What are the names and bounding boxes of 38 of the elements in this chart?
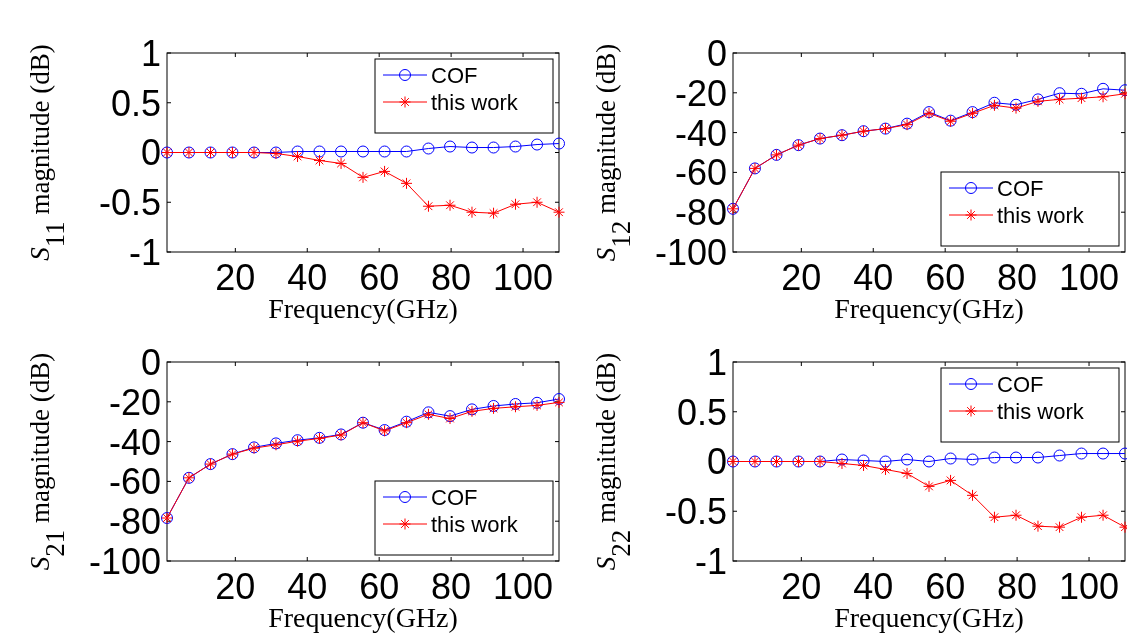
y-tick-label: -80 bbox=[674, 192, 727, 234]
y-tick-label: 0 bbox=[706, 32, 727, 74]
y-tick-label: 1 bbox=[706, 341, 727, 383]
y-tick-label: -40 bbox=[108, 421, 161, 463]
y-tick-label: -60 bbox=[674, 152, 727, 194]
x-tick-label: 20 bbox=[781, 257, 822, 298]
y-tick-label: 1 bbox=[140, 32, 161, 74]
y-tick-label: -20 bbox=[108, 381, 161, 423]
y-tick-label: -1 bbox=[128, 231, 161, 273]
y-tick-label: 0 bbox=[140, 132, 161, 174]
x-tick-label: 20 bbox=[215, 257, 256, 298]
y-tick-label: -80 bbox=[108, 501, 161, 543]
y-tick-label: -20 bbox=[674, 72, 727, 114]
x-tick-label: 20 bbox=[781, 566, 822, 607]
legend-label: COF bbox=[997, 371, 1044, 397]
y-tick-label: -0.5 bbox=[98, 182, 161, 224]
y-tick-label: -100 bbox=[654, 231, 727, 273]
x-tick-label: 100 bbox=[493, 257, 554, 298]
y-tick-label: -100 bbox=[88, 540, 161, 582]
legend-label: COF bbox=[431, 62, 478, 88]
x-tick-label: 100 bbox=[1059, 566, 1120, 607]
y-tick-label: 0.5 bbox=[110, 82, 161, 124]
legend-label: this work bbox=[997, 202, 1085, 228]
legend-label: this work bbox=[997, 398, 1085, 424]
y-tick-label: 0.5 bbox=[676, 391, 727, 433]
y-tick-label: 0 bbox=[706, 441, 727, 483]
y-tick-label: 0 bbox=[140, 341, 161, 383]
legend-label: this work bbox=[431, 511, 519, 537]
y-tick-label: -40 bbox=[674, 112, 727, 154]
x-tick-label: 20 bbox=[215, 566, 256, 607]
y-tick-label: -1 bbox=[694, 540, 727, 582]
legend-label: COF bbox=[431, 484, 478, 510]
legend-label: COF bbox=[997, 175, 1044, 201]
x-tick-label: 100 bbox=[493, 566, 554, 607]
x-tick-label: 100 bbox=[1059, 257, 1120, 298]
y-tick-label: -0.5 bbox=[664, 491, 727, 533]
legend-label: this work bbox=[431, 89, 519, 115]
y-tick-label: -60 bbox=[108, 461, 161, 503]
